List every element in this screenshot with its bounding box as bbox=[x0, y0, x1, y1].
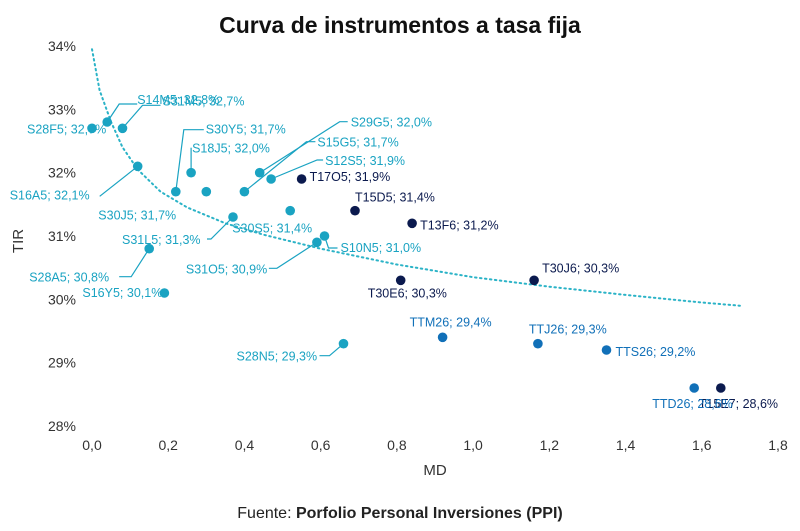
label-t30j6: T30J6; 30,3% bbox=[542, 261, 619, 275]
label-s18j5: S18J5; 32,0% bbox=[192, 142, 270, 156]
label-s30s5: S30S5; 31,4% bbox=[232, 222, 312, 236]
leader-s12s5 bbox=[270, 159, 324, 180]
x-tick-label: 0,2 bbox=[158, 437, 178, 453]
label-s14m5: S14M5; 32,8% bbox=[137, 93, 219, 107]
fit-curve-layer bbox=[91, 48, 741, 307]
x-tick-label: 1,2 bbox=[540, 437, 560, 453]
y-tick-label: 28% bbox=[48, 418, 76, 434]
x-tick-label: 0,6 bbox=[311, 437, 331, 453]
leader-s29g5 bbox=[259, 121, 348, 174]
x-tick-label: 1,6 bbox=[692, 437, 712, 453]
point-t17o5 bbox=[296, 174, 307, 184]
label-s28n5: S28N5; 29,3% bbox=[237, 350, 318, 364]
point-s28a5 bbox=[144, 243, 154, 254]
data-labels: S14M5; 32,8%S31M5; 32,7% S28F5; 32,7% S16A… bbox=[10, 93, 778, 411]
label-s31o5: S31O5; 30,9% bbox=[186, 262, 267, 276]
point-s31m5 bbox=[117, 123, 128, 134]
point-s16a5 bbox=[132, 161, 143, 172]
point-s28n5 bbox=[338, 338, 349, 349]
label-t30e6: T30E6; 30,3% bbox=[368, 286, 447, 300]
y-tick-label: 30% bbox=[48, 291, 76, 307]
point-s18j5 bbox=[186, 167, 196, 178]
label-s30y5: S30Y5; 31,7% bbox=[206, 123, 286, 137]
point-s30y5 bbox=[171, 186, 181, 197]
label-t15e7: T15E7; 28,6% bbox=[699, 397, 778, 411]
point-s10n5 bbox=[319, 231, 330, 241]
label-ttd26: TTD26; 28,6% bbox=[652, 397, 733, 411]
leader-s16a5 bbox=[99, 165, 139, 197]
point-t15d5 bbox=[350, 205, 360, 216]
y-axis-ticks: 28% 29% 30% 31% 32% 33% 34% bbox=[48, 38, 76, 434]
x-axis-label: MD bbox=[423, 462, 446, 479]
label-tts26: TTS26; 29,2% bbox=[616, 345, 696, 359]
leader-s31o5 bbox=[268, 241, 318, 269]
point-ttd26 bbox=[689, 383, 699, 393]
y-axis-label: TIR bbox=[10, 229, 27, 253]
y-tick-label: 32% bbox=[48, 165, 76, 181]
label-s16y5: S16Y5; 30,1% bbox=[82, 286, 162, 300]
label-ttm26: TTM26; 29,4% bbox=[410, 315, 492, 329]
point-s12s5 bbox=[266, 174, 276, 184]
point-t13f6 bbox=[407, 218, 417, 229]
label-s10n5: S10N5; 31,0% bbox=[341, 241, 422, 255]
point-s30j5 bbox=[201, 186, 212, 197]
data-points bbox=[87, 117, 726, 393]
label-s31l5: S31L5; 31,3% bbox=[122, 233, 201, 247]
fit-curve bbox=[91, 48, 741, 307]
point-s16y5 bbox=[159, 288, 170, 298]
point-s15g5 bbox=[239, 186, 250, 197]
point-s30s5 bbox=[285, 205, 296, 216]
point-t30j6 bbox=[529, 275, 539, 286]
point-s28f5 bbox=[87, 123, 97, 134]
point-tts26 bbox=[601, 345, 612, 355]
label-t15d5: T15D5; 31,4% bbox=[355, 191, 435, 205]
chart-title: Curva de instrumentos a tasa fija bbox=[219, 12, 581, 38]
label-s28a5: S28A5; 30,8% bbox=[29, 271, 109, 285]
label-s15g5: S15G5; 31,7% bbox=[317, 136, 398, 150]
label-s30j5: S30J5; 31,7% bbox=[98, 209, 176, 223]
leader-s28n5 bbox=[319, 343, 344, 357]
leader-s31m5 bbox=[122, 104, 161, 129]
label-s29g5: S29G5; 32,0% bbox=[351, 116, 432, 130]
label-s31m5: S31M5; 32,7% bbox=[163, 94, 245, 108]
point-t30e6 bbox=[395, 275, 406, 286]
label-ttj26: TTJ26; 29,3% bbox=[529, 323, 607, 337]
point-ttm26 bbox=[437, 332, 448, 343]
source-prefix: Fuente: bbox=[237, 505, 292, 522]
point-s14m5 bbox=[102, 117, 112, 127]
y-tick-label: 31% bbox=[48, 228, 76, 244]
label-t13f6: T13F6; 31,2% bbox=[420, 218, 499, 232]
point-s29g5 bbox=[254, 167, 265, 178]
label-s12s5: S12S5; 31,9% bbox=[325, 154, 405, 168]
source-name: Porfolio Personal Inversiones (PPI) bbox=[295, 505, 563, 522]
leader-s15g5 bbox=[244, 141, 316, 193]
label-s28f5: S28F5; 32,7% bbox=[27, 122, 106, 136]
point-t15e7 bbox=[716, 383, 726, 393]
leader-s28a5 bbox=[119, 248, 150, 278]
x-tick-label: 1,0 bbox=[463, 437, 483, 453]
leader-lines bbox=[99, 103, 348, 357]
point-ttj26 bbox=[533, 338, 543, 349]
x-axis-ticks: 0,0 0,2 0,4 0,6 0,8 1,0 1,2 1,4 1,6 1,8 bbox=[82, 437, 788, 453]
x-tick-label: 1,4 bbox=[616, 437, 636, 453]
x-tick-label: 0,8 bbox=[387, 437, 407, 453]
label-s16a5: S16A5; 32,1% bbox=[10, 188, 90, 202]
x-tick-label: 1,8 bbox=[768, 437, 788, 453]
point-s31o5 bbox=[312, 237, 322, 248]
x-tick-label: 0,0 bbox=[82, 437, 102, 453]
point-s31l5 bbox=[228, 212, 238, 222]
leader-s14m5 bbox=[106, 103, 138, 123]
y-tick-label: 29% bbox=[48, 355, 76, 371]
y-tick-label: 34% bbox=[48, 38, 76, 54]
y-tick-label: 33% bbox=[48, 101, 76, 117]
source-note: Fuente: Porfolio Personal Inversiones (P… bbox=[0, 505, 800, 523]
leader-s30y5 bbox=[175, 129, 204, 192]
x-tick-label: 0,4 bbox=[235, 437, 255, 453]
label-t17o5: T17O5; 31,9% bbox=[310, 170, 391, 184]
leader-s31l5 bbox=[207, 216, 234, 240]
